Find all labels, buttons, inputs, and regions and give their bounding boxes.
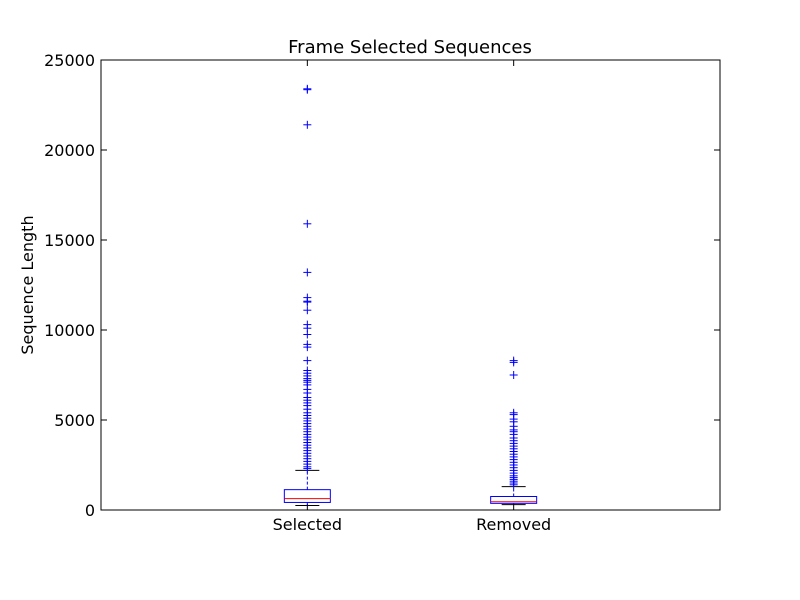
y-tick-label: 10000 — [44, 321, 95, 340]
outlier-point — [303, 330, 312, 339]
outlier-point — [303, 306, 312, 315]
outlier-point — [303, 464, 312, 473]
y-tick-label: 25000 — [44, 51, 95, 70]
x-tick-label: Selected — [273, 515, 342, 534]
x-tick-label: Removed — [476, 515, 551, 534]
y-tick-label: 5000 — [54, 411, 95, 430]
outlier-point — [303, 120, 312, 129]
chart-title: Frame Selected Sequences — [288, 37, 532, 58]
outlier-point — [303, 356, 312, 365]
outlier-point — [509, 358, 518, 367]
outlier-point — [509, 371, 518, 379]
y-tick-label: 15000 — [44, 231, 95, 250]
y-axis-label: Sequence Length — [18, 215, 37, 354]
outlier-point — [303, 298, 312, 307]
outlier-point — [303, 268, 312, 277]
outlier-point — [303, 219, 312, 228]
axes-frame — [100, 59, 721, 511]
box-selected — [283, 489, 331, 503]
y-tick-label: 0 — [85, 501, 95, 520]
outlier-point — [303, 85, 312, 94]
outlier-point — [509, 480, 518, 489]
outlier-point — [303, 343, 312, 352]
y-tick-label: 20000 — [44, 141, 95, 160]
plot-area: 0 5000 10000 15000 20000 25000 Selected Removed — [44, 51, 721, 534]
box-removed — [490, 496, 538, 504]
